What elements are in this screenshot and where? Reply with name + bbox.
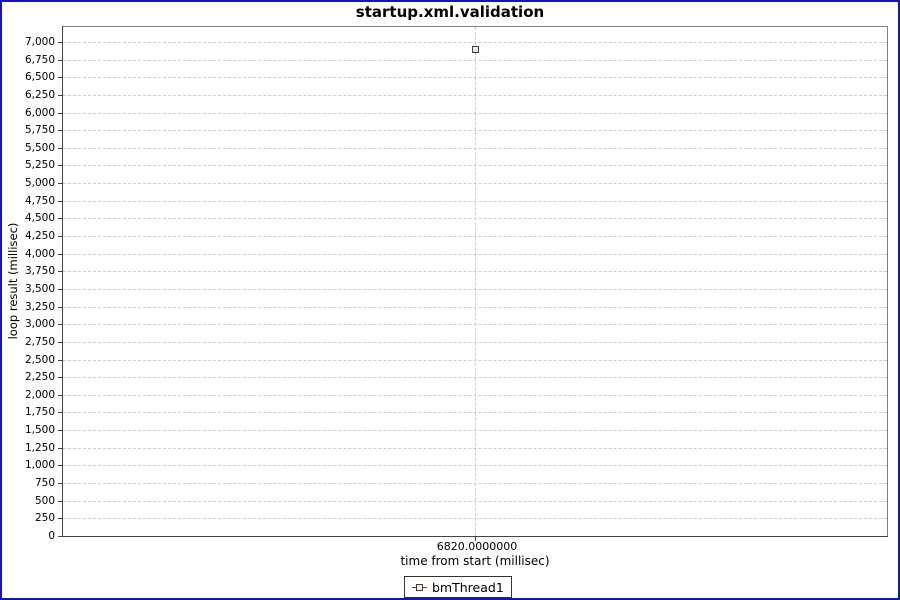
chart-title: startup.xml.validation <box>355 3 545 21</box>
y-tick-label: 1,500 <box>24 424 55 436</box>
y-tick-label: 7,000 <box>24 36 55 48</box>
y-tick-label: 5,500 <box>24 142 55 154</box>
y-tick-label: 6,750 <box>24 54 55 66</box>
x-axis-line <box>62 536 888 537</box>
y-tick-label: 2,500 <box>24 354 55 366</box>
y-tick-label: 6,250 <box>24 89 55 101</box>
y-tick-label: 5,250 <box>24 159 55 171</box>
y-tick-label: 5,750 <box>24 124 55 136</box>
y-tick-label: 1,250 <box>24 442 55 454</box>
y-tick-label: 0 <box>48 530 55 542</box>
y-tick-label: 6,500 <box>24 71 55 83</box>
y-tick-label: 4,750 <box>24 195 55 207</box>
legend: bmThread1 <box>404 576 512 598</box>
y-tick-label: 5,000 <box>24 177 55 189</box>
x-axis-title: time from start (millisec) <box>400 554 550 568</box>
legend-series-label: bmThread1 <box>432 579 504 595</box>
y-axis-line <box>62 26 63 537</box>
x-tick-label: 6820.0000000 <box>436 540 518 553</box>
y-axis-title: loop result (millisec) <box>6 222 20 340</box>
y-tick-label: 2,000 <box>24 389 55 401</box>
series-square-glyph <box>416 583 423 591</box>
y-tick-label: 500 <box>34 495 55 507</box>
y-tick-label: 1,000 <box>24 459 55 471</box>
series-marker-icon <box>412 583 427 592</box>
y-tick-label: 6,000 <box>24 107 55 119</box>
y-tick-label: 1,750 <box>24 406 55 418</box>
plot-area <box>62 26 888 537</box>
y-tick-label: 750 <box>34 477 55 489</box>
y-tick-label: 2,250 <box>24 371 55 383</box>
y-tick-label: 250 <box>34 512 55 524</box>
